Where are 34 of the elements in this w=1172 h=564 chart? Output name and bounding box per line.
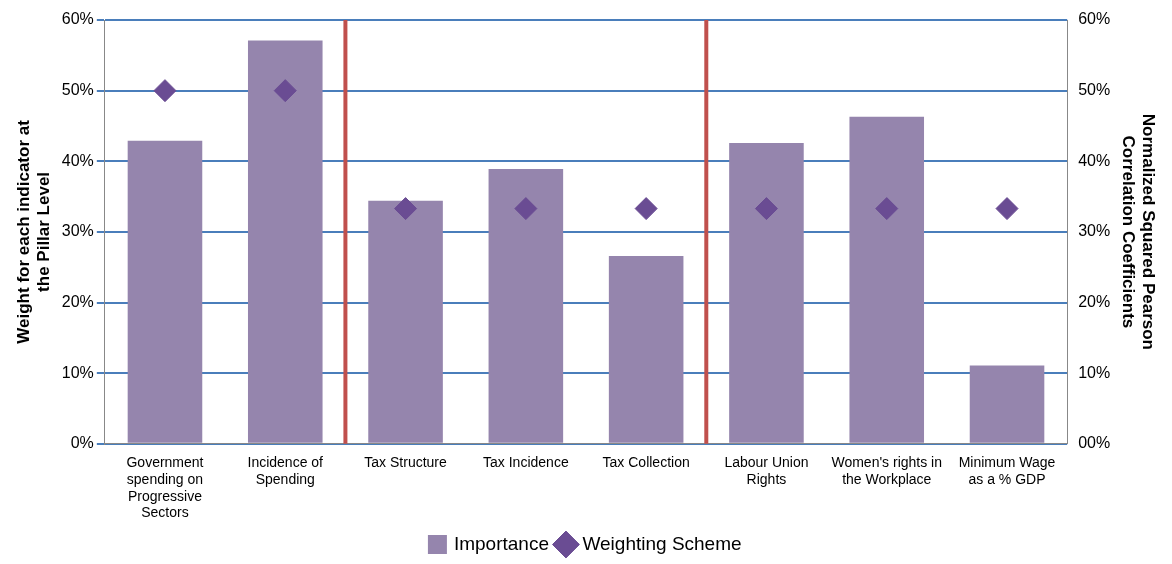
bar [969,365,1045,443]
y-tick-label: 60% [61,10,94,28]
bar [368,200,443,443]
x-tick-label: Labour Union Rights [724,454,809,487]
x-tick-label: Tax Incidence [483,454,569,471]
bar [247,40,323,443]
legend-label: Weighting Scheme [582,532,742,554]
y-axis-title: Weight for each indicator at the Pillar Level [13,119,54,344]
bar [127,140,203,443]
bar [608,255,684,443]
y2-tick-label: 10% [1078,363,1111,381]
y-tick-label: 10% [61,363,94,381]
x-tick-label: Minimum Wage as a % GDP [958,454,1056,487]
bar [729,142,804,443]
legend-label: Importance [453,532,549,554]
x-tick-label: Tax Structure [364,454,448,471]
bar [488,169,564,443]
x-tick-label: Tax Collection [602,454,690,471]
x-tick-label: Incidence of Spending [247,454,324,487]
x-tick-label: Government spending on Progressive Sectors [126,454,204,521]
y2-tick-label: 00% [1078,434,1111,452]
y-tick-label: 0% [70,434,94,452]
y2-tick-label: 30% [1078,222,1111,240]
y2-tick-label: 50% [1078,81,1111,99]
y-tick-label: 30% [61,222,94,240]
bar [849,116,925,443]
y-tick-label: 20% [61,292,94,310]
y2-axis-title: Normalized Squared Pearson Correlation Coefficients [1118,113,1159,350]
y2-tick-label: 40% [1078,151,1111,169]
y2-tick-label: 20% [1078,292,1111,310]
y-tick-label: 40% [61,151,94,169]
y-tick-label: 50% [61,81,94,99]
y2-tick-label: 60% [1078,10,1111,28]
x-tick-label: Women's rights in the Workplace [831,454,943,487]
